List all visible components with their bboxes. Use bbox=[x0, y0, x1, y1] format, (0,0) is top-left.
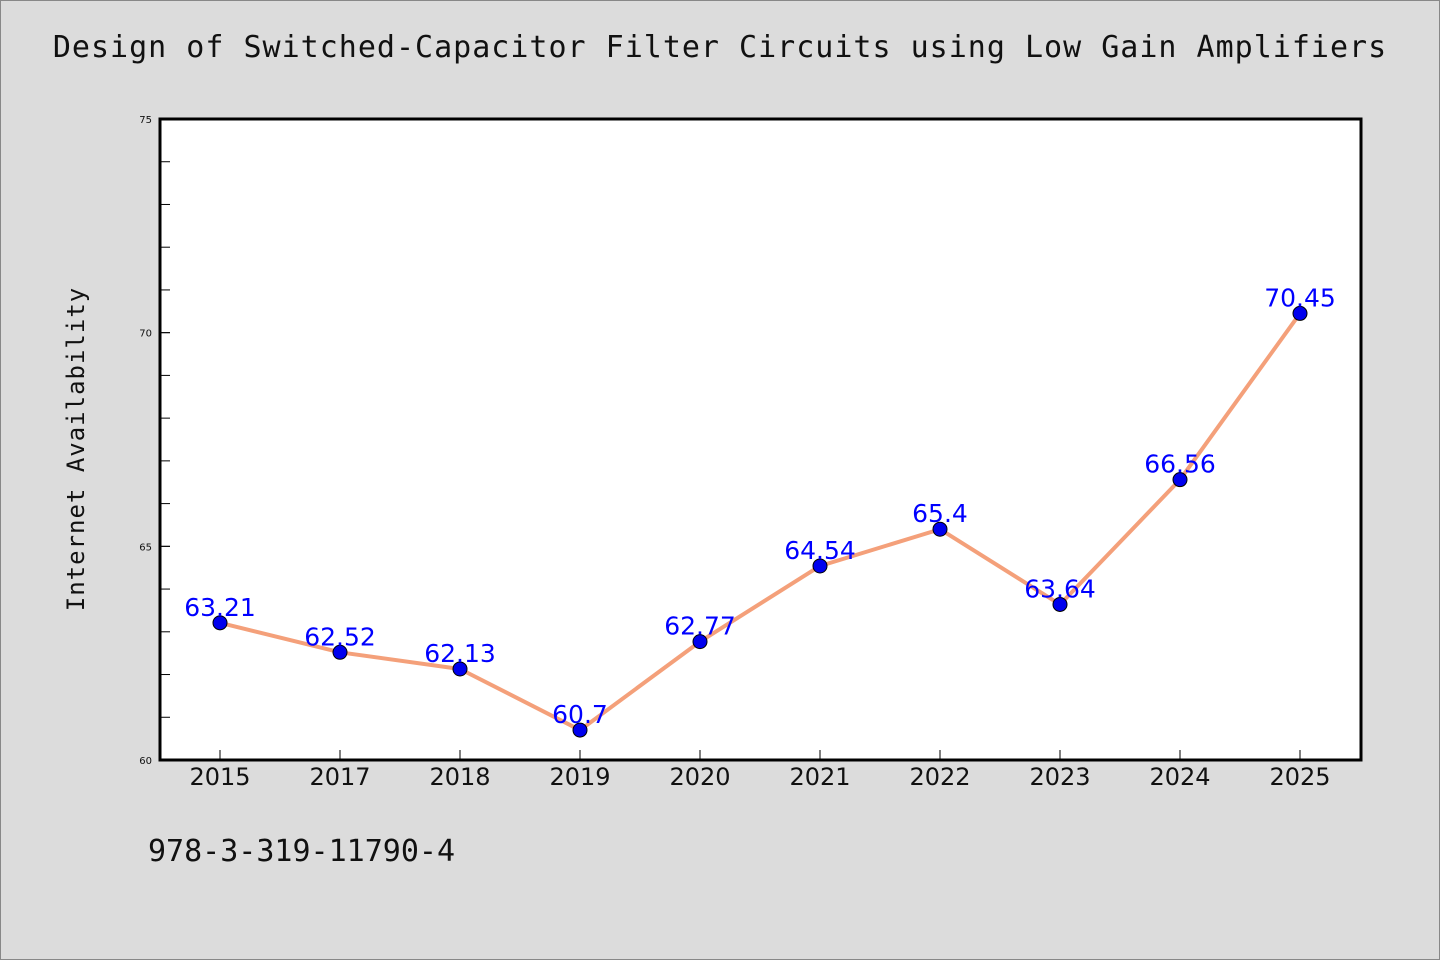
data-label: 63.21 bbox=[184, 593, 256, 622]
data-label: 62.52 bbox=[304, 622, 376, 651]
data-point bbox=[572, 722, 588, 738]
x-tick-label: 2021 bbox=[789, 763, 850, 791]
plot-area bbox=[160, 119, 1361, 760]
y-axis-title: Internet Availability bbox=[62, 287, 90, 611]
data-point bbox=[1052, 596, 1068, 612]
x-ticks: 2015 2017 2018 2019 2020 2021 2022 2023 2024 2025 bbox=[189, 750, 1331, 791]
data-label: 65.4 bbox=[912, 499, 968, 528]
data-markers bbox=[212, 305, 1308, 738]
data-point bbox=[452, 661, 468, 677]
x-tick-label: 2017 bbox=[309, 763, 370, 791]
y-tick-label: 75 bbox=[139, 115, 152, 126]
data-point bbox=[1172, 472, 1188, 488]
data-point bbox=[1292, 305, 1308, 321]
data-point bbox=[932, 521, 948, 537]
y-tick-label: 65 bbox=[139, 542, 152, 553]
x-tick-label: 2025 bbox=[1269, 763, 1330, 791]
data-label: 62.13 bbox=[424, 639, 496, 668]
x-tick-label: 2018 bbox=[429, 763, 490, 791]
data-point bbox=[812, 558, 828, 574]
isbn-footer: 978-3-319-11790-4 bbox=[148, 834, 456, 869]
data-labels: 63.21 62.52 62.13 60.7 62.77 64.54 65.4 63.64 66… bbox=[184, 283, 1336, 729]
data-label: 62.77 bbox=[664, 612, 736, 641]
y-tick-label: 60 bbox=[139, 756, 152, 767]
chart-title: Design of Switched-Capacitor Filter Circ… bbox=[52, 30, 1388, 65]
x-tick-label: 2023 bbox=[1029, 763, 1090, 791]
x-tick-label: 2022 bbox=[909, 763, 970, 791]
y-tick-label: 70 bbox=[139, 329, 152, 340]
x-tick-label: 2024 bbox=[1149, 763, 1210, 791]
data-point bbox=[692, 634, 708, 650]
data-point bbox=[212, 615, 228, 631]
series-line bbox=[219, 312, 1302, 733]
data-label: 63.64 bbox=[1024, 574, 1096, 603]
data-label: 70.45 bbox=[1264, 283, 1336, 312]
x-tick-label: 2020 bbox=[669, 763, 730, 791]
data-label: 66.56 bbox=[1144, 450, 1216, 479]
x-tick-label: 2015 bbox=[189, 763, 250, 791]
x-tick-label: 2019 bbox=[549, 763, 610, 791]
data-label: 64.54 bbox=[784, 536, 856, 565]
data-point bbox=[332, 644, 348, 660]
data-label: 60.7 bbox=[552, 700, 608, 729]
plot-border bbox=[158, 117, 1363, 762]
